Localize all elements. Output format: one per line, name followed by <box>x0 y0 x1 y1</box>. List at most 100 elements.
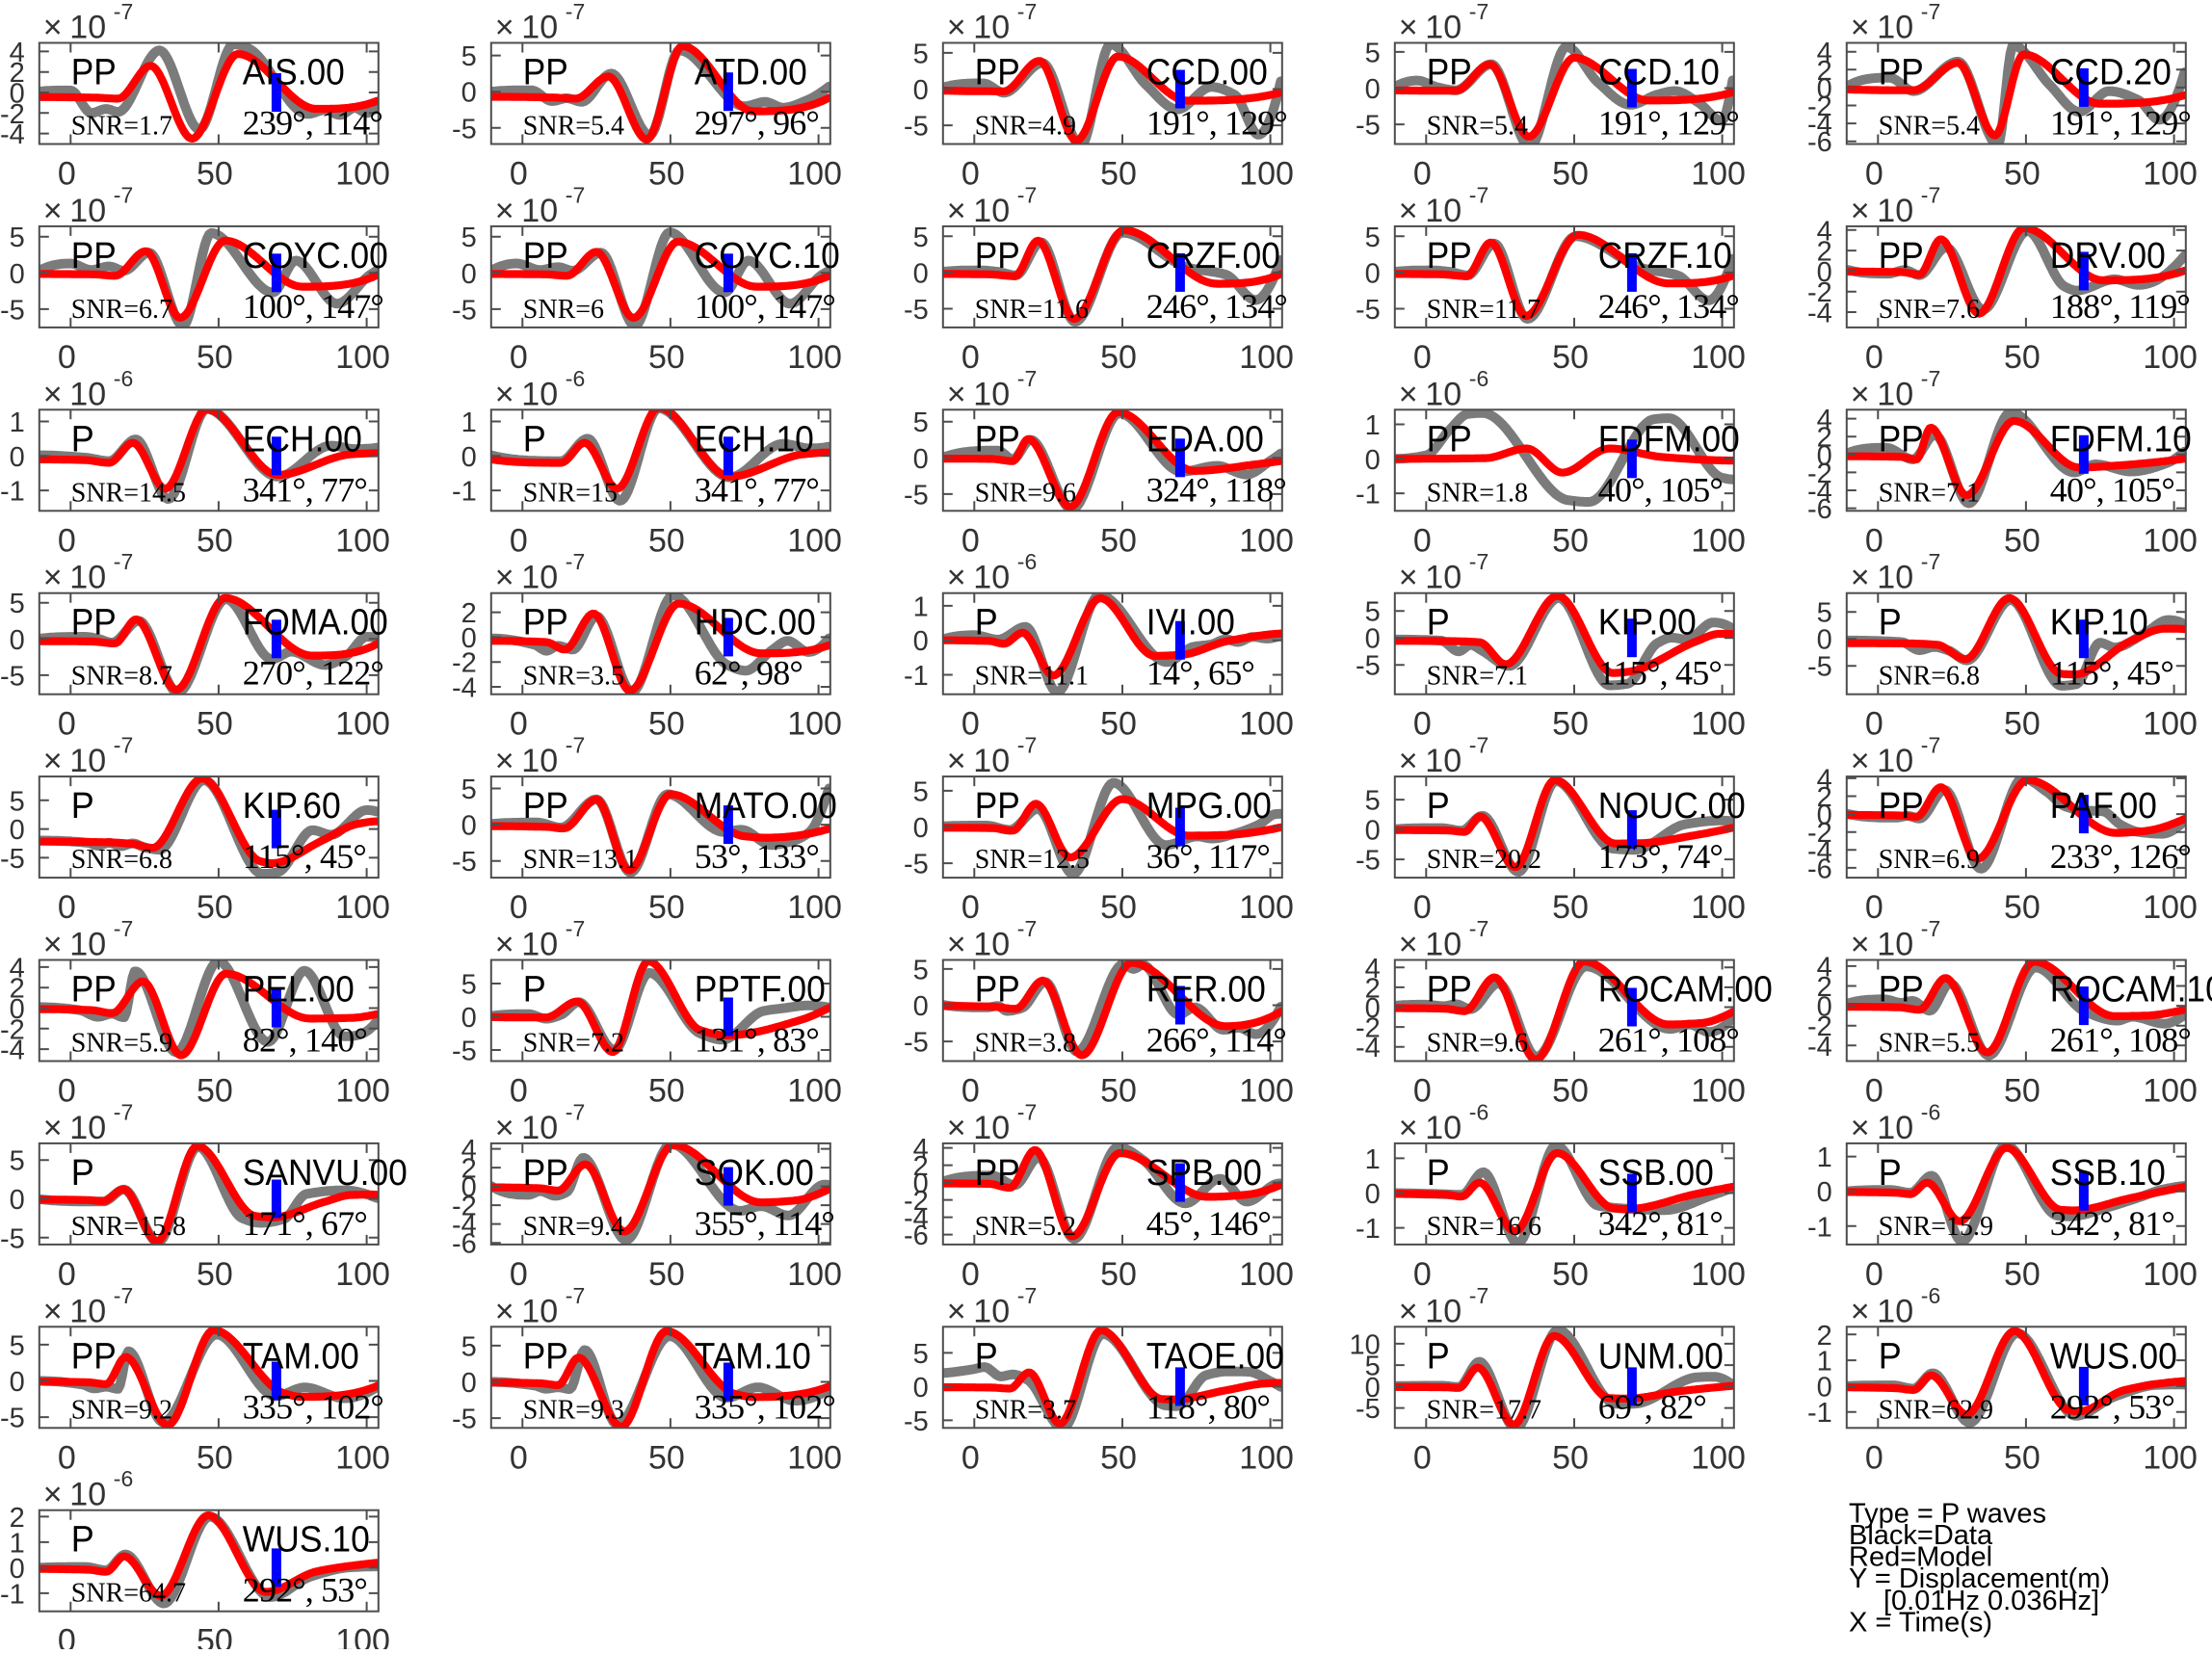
svg-text:10: 10 <box>973 1110 1010 1146</box>
svg-text:×: × <box>495 743 514 779</box>
svg-text:50: 50 <box>2004 522 2041 559</box>
svg-text:P: P <box>1427 1336 1450 1377</box>
svg-text:50: 50 <box>1552 1073 1589 1110</box>
svg-text:10: 10 <box>1425 1110 1462 1146</box>
svg-text:100: 100 <box>2143 1439 2198 1476</box>
svg-text:100: 100 <box>1239 889 1294 926</box>
svg-text:0: 0 <box>58 1256 76 1293</box>
svg-text:SSB.00: SSB.00 <box>1598 1153 1714 1194</box>
svg-text:SNR=9.3: SNR=9.3 <box>523 1395 624 1425</box>
svg-text:0: 0 <box>461 259 477 290</box>
svg-text:50: 50 <box>1100 339 1137 376</box>
svg-text:-5: -5 <box>904 480 929 511</box>
svg-text:×: × <box>1851 193 1870 229</box>
svg-text:1: 1 <box>461 407 477 438</box>
svg-text:10: 10 <box>973 560 1010 596</box>
svg-text:P: P <box>71 1520 94 1561</box>
svg-text:-5: -5 <box>1356 111 1381 142</box>
svg-text:0: 0 <box>58 1623 76 1649</box>
svg-text:-5: -5 <box>904 1028 929 1059</box>
svg-text:-2: -2 <box>1807 1011 1832 1042</box>
svg-text:50: 50 <box>197 706 233 743</box>
svg-text:0: 0 <box>10 1554 25 1585</box>
svg-text:-2: -2 <box>1356 1013 1381 1044</box>
svg-text:0: 0 <box>1413 522 1432 559</box>
svg-text:×: × <box>947 927 966 963</box>
svg-text:2: 2 <box>1817 56 1832 87</box>
svg-text:266°, 114°: 266°, 114° <box>1146 1021 1287 1060</box>
svg-text:PP: PP <box>1879 236 1924 276</box>
svg-text:4: 4 <box>1817 764 1832 795</box>
svg-text:PP: PP <box>975 53 1020 93</box>
svg-text:292°, 53°: 292°, 53° <box>243 1571 368 1610</box>
svg-text:0: 0 <box>1817 992 1832 1023</box>
svg-text:0: 0 <box>1865 1073 1883 1110</box>
svg-text:0: 0 <box>1365 816 1381 847</box>
svg-text:-5: -5 <box>1356 651 1381 682</box>
svg-text:50: 50 <box>1552 339 1589 376</box>
svg-text:191°, 129°: 191°, 129° <box>2050 104 2192 143</box>
svg-text:100: 100 <box>787 156 842 193</box>
svg-text:1: 1 <box>10 1528 25 1559</box>
svg-text:-7: -7 <box>566 733 585 758</box>
svg-text:10: 10 <box>69 743 106 779</box>
svg-text:10: 10 <box>1425 560 1462 596</box>
svg-text:×: × <box>1399 1110 1418 1146</box>
svg-text:5: 5 <box>913 776 929 807</box>
svg-text:0: 0 <box>10 1367 25 1398</box>
svg-text:UNM.00: UNM.00 <box>1598 1336 1724 1377</box>
svg-text:PP: PP <box>1427 419 1472 459</box>
svg-text:-5: -5 <box>1356 295 1381 326</box>
svg-text:100: 100 <box>335 706 390 743</box>
svg-text:MATO.00: MATO.00 <box>695 786 837 827</box>
svg-text:246°, 134°: 246°, 134° <box>1146 287 1288 326</box>
svg-text:0: 0 <box>461 78 477 109</box>
svg-text:P: P <box>975 1336 998 1377</box>
svg-text:-2: -2 <box>1807 459 1832 489</box>
svg-text:5: 5 <box>461 774 477 805</box>
svg-text:100: 100 <box>1691 889 1746 926</box>
svg-text:-7: -7 <box>1469 182 1488 207</box>
svg-text:0: 0 <box>1365 993 1381 1024</box>
svg-text:10: 10 <box>1877 927 1913 963</box>
svg-text:-7: -7 <box>114 1283 133 1308</box>
svg-text:RER.00: RER.00 <box>1146 970 1266 1011</box>
svg-text:100: 100 <box>1691 706 1746 743</box>
svg-text:SNR=13.1: SNR=13.1 <box>523 845 638 875</box>
svg-text:SNR=7.2: SNR=7.2 <box>523 1029 624 1059</box>
svg-text:×: × <box>43 560 63 596</box>
svg-text:4: 4 <box>10 38 25 68</box>
svg-text:-5: -5 <box>452 114 477 144</box>
svg-text:2: 2 <box>10 974 25 1005</box>
svg-text:×: × <box>495 10 514 46</box>
svg-text:PP: PP <box>1879 53 1924 93</box>
svg-text:1: 1 <box>1365 410 1381 441</box>
svg-text:10: 10 <box>973 743 1010 779</box>
svg-text:100: 100 <box>335 156 390 193</box>
svg-text:Y = Displacement(m): Y = Displacement(m) <box>1849 1563 2110 1594</box>
svg-text:100: 100 <box>1691 522 1746 559</box>
svg-text:233°, 126°: 233°, 126° <box>2050 837 2192 876</box>
svg-text:PAF.00: PAF.00 <box>2050 786 2157 827</box>
svg-text:5: 5 <box>461 223 477 253</box>
svg-text:10: 10 <box>973 193 1010 229</box>
svg-text:50: 50 <box>1100 1256 1137 1293</box>
svg-text:2: 2 <box>1817 1321 1832 1352</box>
svg-text:WUS.10: WUS.10 <box>243 1520 370 1561</box>
svg-text:SNR=14.5: SNR=14.5 <box>71 478 186 508</box>
svg-text:×: × <box>947 376 966 412</box>
svg-text:-1: -1 <box>1356 1214 1381 1245</box>
svg-text:5: 5 <box>1365 1352 1381 1382</box>
svg-text:0: 0 <box>58 706 76 743</box>
svg-text:PP: PP <box>975 1153 1020 1194</box>
svg-text:-5: -5 <box>1356 846 1381 877</box>
svg-text:-5: -5 <box>0 295 25 326</box>
svg-text:10: 10 <box>1350 1329 1381 1360</box>
svg-text:-7: -7 <box>1017 0 1037 24</box>
svg-text:-4: -4 <box>0 119 25 150</box>
svg-text:5: 5 <box>913 1339 929 1370</box>
svg-text:191°, 129°: 191°, 129° <box>1598 104 1740 143</box>
svg-text:WUS.00: WUS.00 <box>2050 1336 2177 1377</box>
svg-text:2: 2 <box>1817 423 1832 454</box>
svg-text:50: 50 <box>2004 156 2041 193</box>
